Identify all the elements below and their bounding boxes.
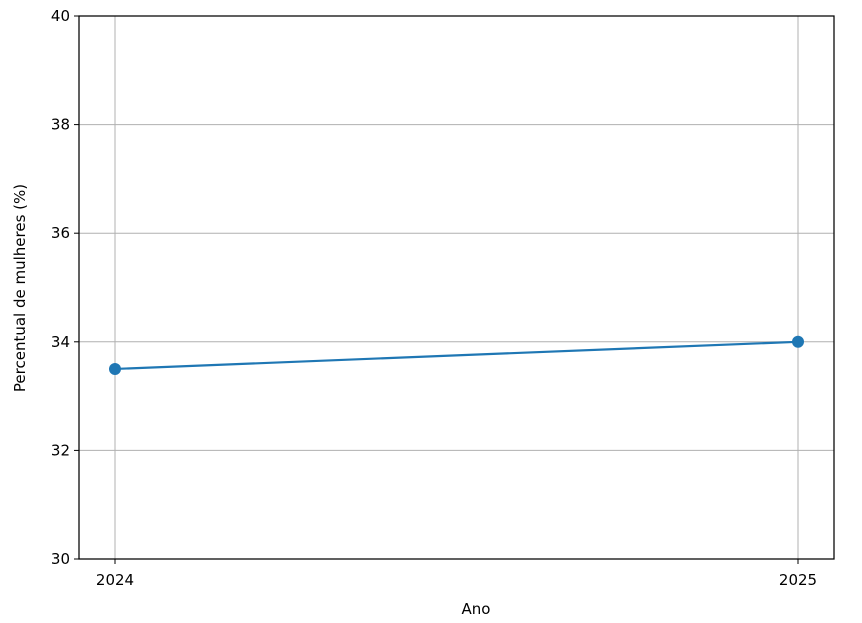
y-tick-label: 38 [51, 116, 70, 134]
y-tick-label: 34 [51, 333, 70, 351]
series-line [114, 340, 799, 371]
grid-lines [79, 15, 834, 560]
data-point [792, 335, 804, 348]
axis-ticks: 30 32 34 36 38 40 2024 2025 [51, 7, 817, 589]
series-layer [109, 335, 804, 375]
plot-frame [78, 15, 835, 560]
data-point [109, 362, 121, 375]
x-axis-label: Ano [462, 600, 491, 618]
y-tick-label: 40 [51, 7, 70, 25]
y-tick-label: 30 [51, 550, 70, 568]
x-tick-label: 2024 [96, 571, 134, 589]
y-axis-label: Percentual de mulheres (%) [11, 184, 29, 392]
x-tick-label: 2025 [779, 571, 817, 589]
y-tick-label: 32 [51, 441, 70, 459]
y-tick-label: 36 [51, 224, 70, 242]
